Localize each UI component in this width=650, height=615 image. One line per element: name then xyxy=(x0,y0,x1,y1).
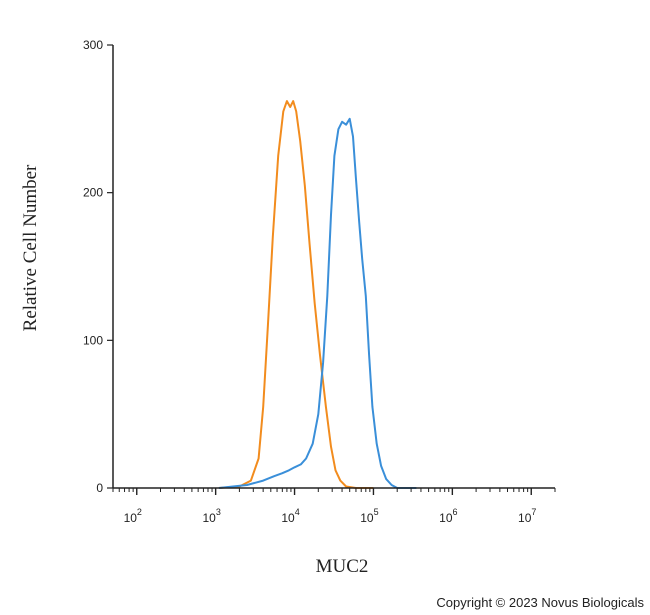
x-tick-label: 107 xyxy=(518,507,536,525)
y-tick-label: 300 xyxy=(83,38,103,52)
axes-layer xyxy=(107,44,556,495)
x-tick-label: 105 xyxy=(360,507,378,525)
x-axis-title: MUC2 xyxy=(316,556,369,577)
y-axis-title: Relative Cell Number xyxy=(20,164,41,331)
x-tick-label: 106 xyxy=(439,507,457,525)
series-line-2 xyxy=(218,117,417,489)
x-tick-label: 103 xyxy=(202,507,220,525)
series-layer xyxy=(218,100,417,489)
x-tick-label: 102 xyxy=(124,507,142,525)
series-line-1 xyxy=(218,100,374,489)
y-tick-label: 0 xyxy=(96,481,103,495)
y-tick-label: 200 xyxy=(83,186,103,200)
copyright-notice: Copyright © 2023 Novus Biologicals xyxy=(436,595,644,610)
labels-layer: 0 100 200 300 102 103 104 105 106 107 xyxy=(83,38,536,525)
y-tick-label: 100 xyxy=(83,333,103,347)
x-tick-label: 104 xyxy=(281,507,299,525)
